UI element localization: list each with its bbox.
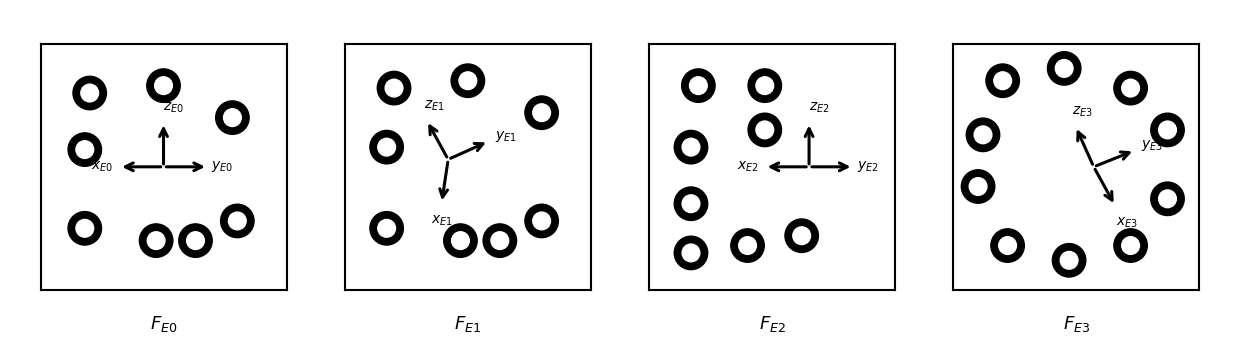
Text: $y_{E1}$: $y_{E1}$ xyxy=(495,129,517,144)
Circle shape xyxy=(756,77,774,94)
Circle shape xyxy=(682,138,699,156)
Circle shape xyxy=(1114,71,1147,105)
Circle shape xyxy=(739,237,756,254)
Text: $F_{E1}$: $F_{E1}$ xyxy=(454,314,481,334)
Circle shape xyxy=(998,237,1017,254)
Circle shape xyxy=(216,101,249,134)
Circle shape xyxy=(533,104,551,122)
Circle shape xyxy=(1158,121,1177,139)
Circle shape xyxy=(491,232,508,249)
Circle shape xyxy=(675,187,708,220)
Text: $y_{E0}$: $y_{E0}$ xyxy=(212,159,233,174)
Circle shape xyxy=(525,204,558,238)
Circle shape xyxy=(730,229,764,262)
Text: $z_{E0}$: $z_{E0}$ xyxy=(162,100,184,115)
Circle shape xyxy=(1053,244,1086,277)
Circle shape xyxy=(68,133,102,166)
Circle shape xyxy=(1151,182,1184,216)
Circle shape xyxy=(975,126,992,144)
Circle shape xyxy=(1151,113,1184,147)
Circle shape xyxy=(68,212,102,245)
Text: $F_{E3}$: $F_{E3}$ xyxy=(1063,314,1090,334)
Circle shape xyxy=(148,232,165,249)
Circle shape xyxy=(966,118,999,152)
Circle shape xyxy=(459,72,476,90)
Circle shape xyxy=(228,212,247,230)
Circle shape xyxy=(73,76,107,110)
Circle shape xyxy=(179,224,212,257)
Circle shape xyxy=(533,212,551,230)
Text: $y_{E2}$: $y_{E2}$ xyxy=(857,159,879,174)
Circle shape xyxy=(1158,190,1177,208)
Circle shape xyxy=(682,244,699,262)
Text: $y_{E3}$: $y_{E3}$ xyxy=(1141,138,1163,153)
Circle shape xyxy=(991,229,1024,262)
Text: $x_{E2}$: $x_{E2}$ xyxy=(737,160,759,174)
Circle shape xyxy=(444,224,477,257)
Circle shape xyxy=(993,72,1012,90)
Circle shape xyxy=(756,121,774,139)
Circle shape xyxy=(675,236,708,270)
Text: $F_{E2}$: $F_{E2}$ xyxy=(759,314,786,334)
Circle shape xyxy=(675,130,708,164)
Circle shape xyxy=(792,227,811,245)
Text: $z_{E1}$: $z_{E1}$ xyxy=(424,99,445,113)
Circle shape xyxy=(386,79,403,97)
Text: $x_{E1}$: $x_{E1}$ xyxy=(430,213,453,228)
Circle shape xyxy=(1122,237,1140,254)
Circle shape xyxy=(370,130,403,164)
Circle shape xyxy=(682,69,715,102)
Text: $F_{E0}$: $F_{E0}$ xyxy=(150,314,177,334)
Circle shape xyxy=(221,204,254,238)
Circle shape xyxy=(377,71,410,105)
Circle shape xyxy=(986,64,1019,97)
Circle shape xyxy=(970,178,987,195)
Circle shape xyxy=(689,77,707,94)
Circle shape xyxy=(525,96,558,129)
Circle shape xyxy=(187,232,205,249)
Text: $x_{E0}$: $x_{E0}$ xyxy=(91,160,113,174)
Circle shape xyxy=(484,224,517,257)
Circle shape xyxy=(1114,229,1147,262)
Circle shape xyxy=(682,195,699,213)
Circle shape xyxy=(155,77,172,94)
Circle shape xyxy=(81,84,98,102)
Text: $x_{E3}$: $x_{E3}$ xyxy=(1116,216,1138,230)
Circle shape xyxy=(223,109,242,126)
Circle shape xyxy=(748,69,781,102)
Circle shape xyxy=(378,219,396,237)
Circle shape xyxy=(146,69,180,102)
Text: $z_{E3}$: $z_{E3}$ xyxy=(1073,104,1094,119)
Circle shape xyxy=(76,141,94,158)
Circle shape xyxy=(1055,60,1073,77)
Circle shape xyxy=(451,232,469,249)
Circle shape xyxy=(370,212,403,245)
Circle shape xyxy=(785,219,818,252)
Circle shape xyxy=(378,138,396,156)
Circle shape xyxy=(1060,251,1078,269)
Circle shape xyxy=(451,64,485,97)
Circle shape xyxy=(748,113,781,147)
Circle shape xyxy=(1048,52,1081,85)
Circle shape xyxy=(139,224,172,257)
Circle shape xyxy=(1122,79,1140,97)
Circle shape xyxy=(76,219,94,237)
Circle shape xyxy=(961,170,994,203)
Text: $z_{E2}$: $z_{E2}$ xyxy=(808,100,830,115)
